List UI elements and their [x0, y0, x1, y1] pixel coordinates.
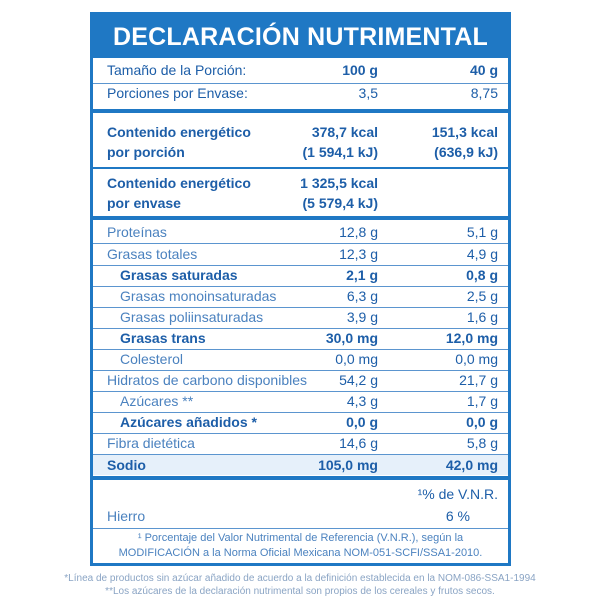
divider	[93, 286, 508, 287]
panel-title: DECLARACIÓN NUTRIMENTAL	[93, 15, 508, 58]
divider	[93, 433, 508, 434]
sugar-claim-note: *Línea de productos sin azúcar añadido d…	[64, 573, 536, 584]
nutrient-value-sodio-col2: 42,0 mg	[445, 457, 498, 473]
divider	[93, 265, 508, 266]
nutrient-value-grasas-mono-col1: 6,3 g	[346, 288, 378, 304]
nutrient-value-grasas-poli-col2: 1,6 g	[466, 309, 498, 325]
nutrient-label-proteinas: Proteínas	[107, 224, 167, 240]
nutrient-label-fibra: Fibra dietética	[107, 435, 195, 451]
nutrient-value-grasas-saturadas-col1: 2,1 g	[346, 267, 378, 283]
vnr-footnote-line1: ¹ Porcentaje del Valor Nutrimental de Re…	[137, 532, 464, 544]
nutrient-value-sodio-col1: 105,0 mg	[318, 457, 378, 473]
energy-portion-col1-kcal: 378,7 kcal	[311, 124, 378, 140]
serving-size-col1: 100 g	[342, 62, 378, 78]
nutrient-value-grasas-poli-col1: 3,9 g	[346, 309, 378, 325]
nutrient-label-grasas-totales: Grasas totales	[107, 246, 198, 262]
divider	[93, 454, 508, 455]
nutrient-value-azucares-col1: 4,3 g	[346, 393, 378, 409]
nutrient-value-hidratos-col2: 21,7 g	[459, 372, 498, 388]
divider	[93, 476, 508, 480]
energy-package-kj: (5 579,4 kJ)	[302, 195, 379, 211]
nutrient-label-colesterol: Colesterol	[120, 351, 184, 367]
divider	[93, 391, 508, 392]
sugar-source-note: **Los azúcares de la declaración nutrime…	[105, 586, 495, 597]
energy-portion-col1-kj: (1 594,1 kJ)	[302, 144, 379, 160]
nutrient-value-colesterol-col1: 0,0 mg	[335, 351, 378, 367]
divider	[93, 83, 508, 84]
energy-portion-label-line2: por porción	[107, 144, 185, 160]
hierro-label: Hierro	[107, 508, 146, 524]
sodio-row-background	[93, 455, 508, 475]
energy-package-kcal: 1 325,5 kcal	[300, 175, 378, 191]
nutrient-label-grasas-saturadas: Grasas saturadas	[120, 267, 238, 283]
divider	[93, 528, 508, 529]
nutrient-value-proteinas-col2: 5,1 g	[466, 224, 498, 240]
energy-portion-col2-kj: (636,9 kJ)	[434, 144, 498, 160]
nutrient-value-grasas-trans-col1: 30,0 mg	[325, 330, 378, 346]
divider	[93, 243, 508, 244]
nutrient-label-hidratos: Hidratos de carbono disponibles	[107, 372, 308, 388]
portions-col1: 3,5	[358, 85, 378, 101]
divider	[93, 216, 508, 220]
divider	[93, 109, 508, 113]
nutrient-label-sodio: Sodio	[107, 457, 146, 473]
nutrient-value-proteinas-col1: 12,8 g	[339, 224, 378, 240]
hierro-value: 6 %	[445, 508, 470, 524]
nutrient-label-grasas-trans: Grasas trans	[120, 330, 206, 346]
divider	[93, 412, 508, 413]
divider	[93, 328, 508, 329]
nutrient-value-azucares-anadidos-col1: 0,0 g	[346, 414, 378, 430]
nutrient-value-fibra-col1: 14,6 g	[339, 435, 378, 451]
nutrient-value-fibra-col2: 5,8 g	[466, 435, 498, 451]
nutrient-value-grasas-totales-col1: 12,3 g	[339, 246, 378, 262]
energy-portion-col2-kcal: 151,3 kcal	[431, 124, 498, 140]
energy-portion-label-line1: Contenido energético	[107, 124, 251, 140]
nutrient-label-azucares-anadidos: Azúcares añadidos *	[120, 414, 257, 430]
energy-package-label-line2: por envase	[107, 195, 181, 211]
nutrient-value-azucares-anadidos-col2: 0,0 g	[466, 414, 498, 430]
serving-size-col2: 40 g	[469, 62, 498, 78]
portions-col2: 8,75	[470, 85, 498, 101]
divider	[93, 307, 508, 308]
energy-package-label-line1: Contenido energético	[107, 175, 251, 191]
nutrition-facts-panel: DECLARACIÓN NUTRIMENTAL Tamaño de la Por…	[90, 12, 511, 566]
serving-size-label: Tamaño de la Porción:	[107, 62, 247, 78]
vnr-header: ¹% de V.N.R.	[417, 486, 498, 502]
nutrient-value-hidratos-col1: 54,2 g	[339, 372, 378, 388]
divider	[93, 167, 508, 169]
nutrient-value-grasas-saturadas-col2: 0,8 g	[466, 267, 498, 283]
nutrient-label-grasas-mono: Grasas monoinsaturadas	[120, 288, 277, 304]
vnr-footnote-line2: MODIFICACIÓN a la Norma Oficial Mexicana…	[118, 547, 483, 559]
nutrient-value-grasas-trans-col2: 12,0 mg	[445, 330, 498, 346]
divider	[93, 370, 508, 371]
nutrient-value-grasas-mono-col2: 2,5 g	[466, 288, 498, 304]
divider	[93, 349, 508, 350]
portions-label: Porciones por Envase:	[107, 85, 248, 101]
nutrient-value-grasas-totales-col2: 4,9 g	[466, 246, 498, 262]
nutrient-label-azucares: Azúcares **	[120, 393, 194, 409]
nutrient-label-grasas-poli: Grasas poliinsaturadas	[120, 309, 264, 325]
nutrient-value-colesterol-col2: 0,0 mg	[455, 351, 498, 367]
nutrient-value-azucares-col2: 1,7 g	[466, 393, 498, 409]
